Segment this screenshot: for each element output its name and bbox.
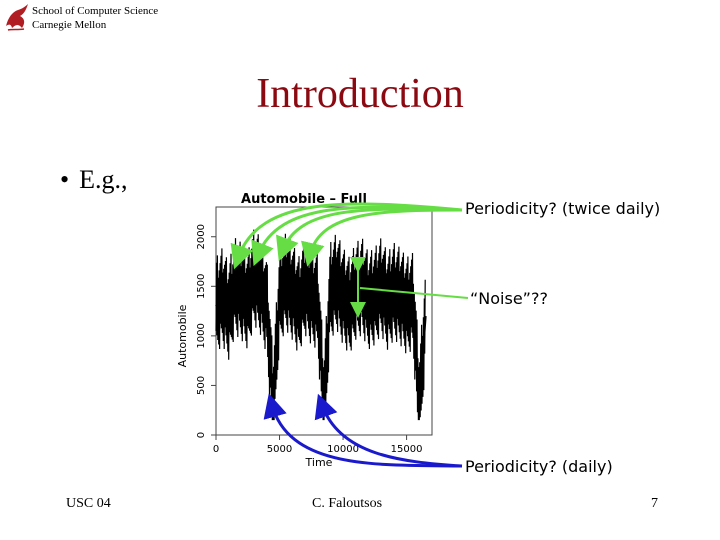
y-tick-label: 1500 <box>196 274 207 299</box>
page-number: 7 <box>651 496 658 511</box>
bullet-text: E.g., <box>79 165 128 194</box>
y-tick-label: 1000 <box>196 323 207 348</box>
x-tick-label: 10000 <box>327 444 359 455</box>
x-tick-label: 5000 <box>267 444 292 455</box>
annotation-periodicity-daily: Periodicity? (daily) <box>465 457 613 476</box>
school-line-2: Carnegie Mellon <box>32 19 107 31</box>
automobile-chart: Automobile – Full 0 5000 10000 15000 0 500 1000… <box>176 192 433 469</box>
bullet-item: • E.g., <box>60 165 128 195</box>
x-axis-label: Time <box>305 456 333 469</box>
slide-title: Introduction <box>256 71 464 117</box>
cmu-dragon-logo <box>6 4 28 31</box>
series-noise-0 <box>215 229 426 421</box>
bullet-dot: • <box>60 165 70 194</box>
y-tick-label: 0 <box>196 432 207 438</box>
annotation-periodicity-twice-daily: Periodicity? (twice daily) <box>465 199 661 218</box>
y-tick-label: 2000 <box>196 224 207 249</box>
school-name: School of Computer Science Carnegie Mell… <box>32 4 158 32</box>
x-tick-label: 15000 <box>391 444 423 455</box>
school-line-1: School of Computer Science <box>32 5 159 17</box>
y-tick-label: 500 <box>196 376 207 395</box>
footer-conference: USC 04 <box>66 496 111 511</box>
chart-title: Automobile – Full <box>241 192 367 207</box>
annotation-noise: “Noise”?? <box>470 289 548 308</box>
x-tick-label: 0 <box>213 444 219 455</box>
y-axis-label: Automobile <box>176 304 189 367</box>
footer-author: C. Faloutsos <box>312 496 383 511</box>
